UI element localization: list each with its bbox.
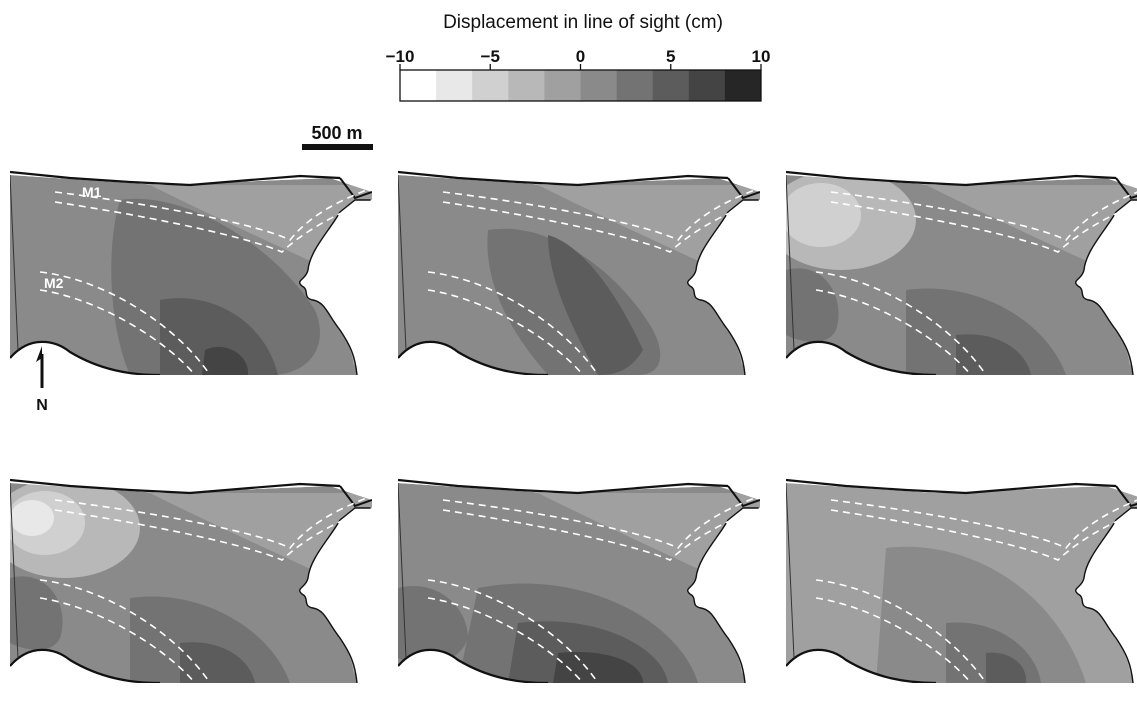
coastline [1115,485,1137,508]
fault-line [815,597,972,683]
map-panel-c: c(22 June 20:01) [786,128,1137,375]
fault-line [815,579,987,683]
fault-line [427,579,599,683]
fault-line [54,495,372,550]
map-edge [786,174,795,351]
displacement-map [398,438,760,683]
colorbar: Displacement in line of sight (cm) −10 −5… [386,12,771,102]
map-panel-e: e(23 June 03:19) [398,436,760,683]
map-edge [10,174,19,351]
scale-bar: 500 m [302,123,373,150]
colorbar-cells [400,70,762,101]
fault-line [442,507,760,561]
colorbar-cell [544,70,581,101]
coastline [10,340,161,375]
fault-line [830,201,1137,253]
scale-bar-label: 500 m [311,123,362,143]
fault-line [442,495,760,550]
fault-line [442,199,760,253]
coastline [727,485,760,508]
coastline [1075,199,1137,375]
coastline [339,485,372,508]
colorbar-tick-labels: −10 −5 0 5 10 [386,47,771,66]
colorbar-tick-label: −5 [481,47,500,66]
fault-line [54,507,372,561]
north-arrow: N [36,346,48,414]
fault-line [54,187,372,242]
fault-line [427,597,584,683]
panels: a(21 June 22:29)M1M2b(22 June 12:27)c(22… [10,128,1137,683]
map-panel-b: b(22 June 12:27) [398,128,760,375]
coastline [786,340,937,375]
fault-line [830,509,1137,561]
displacement-map [786,438,1137,683]
coastline [1075,507,1137,683]
colorbar-cell [652,70,690,101]
colorbar-cell [616,70,653,101]
fault-line [39,579,211,683]
fault-line [39,289,196,375]
map-edge [786,482,795,659]
coastline [299,507,372,683]
colorbar-tick-label: 5 [666,47,675,66]
colorbar-tick-label: −10 [386,47,415,66]
colorbar-cell [688,70,726,101]
colorbar-cell [436,70,473,101]
coastline [398,478,729,495]
coastline [299,199,372,375]
colorbar-cell [580,70,617,101]
label-m1: M1 [82,184,102,200]
colorbar-cell [472,70,509,101]
coastline [687,507,760,683]
fault-line [54,199,372,253]
coastline [398,170,729,187]
coastline [10,648,161,683]
coastline [727,177,760,200]
coastline [398,340,549,375]
coastline [786,648,937,683]
scale-bar-line [302,144,373,150]
colorbar-cell [400,70,437,101]
fault-line [830,499,1137,550]
fault-line [815,271,987,375]
displacement-map [398,130,760,375]
coastline [687,199,760,375]
colorbar-tick-label: 10 [752,47,771,66]
fault-line [39,271,211,375]
displacement-map [786,130,1137,375]
colorbar-tick-label: 0 [576,47,585,66]
fault-line [830,191,1137,242]
coastline [398,648,549,683]
north-arrow-label: N [36,397,48,414]
north-arrow-head-icon [36,346,42,362]
colorbar-cell [508,70,545,101]
fault-line [39,597,196,683]
map-edge [398,482,407,659]
map-panel-d: d(22 June 22:51) [10,436,372,683]
fault-line [427,271,599,375]
fault-line [427,289,584,375]
fault-line [442,187,760,242]
coastline [339,177,372,200]
colorbar-title: Displacement in line of sight (cm) [443,12,723,33]
displacement-map [10,438,372,683]
coastline [10,478,341,495]
colorbar-ticks [399,64,762,70]
map-edge [10,482,19,659]
coastline [786,478,1117,495]
displacement-map: M1 M2 [10,130,372,375]
colorbar-frame [399,69,762,102]
coastline [1115,177,1137,200]
colorbar-cell [724,70,762,101]
label-m2: M2 [44,275,64,291]
fault-line [815,289,972,375]
coastline [10,170,341,187]
coastline [786,170,1117,187]
map-panel-f: f(25 June 03:00) [786,436,1137,683]
map-edge [398,174,407,351]
